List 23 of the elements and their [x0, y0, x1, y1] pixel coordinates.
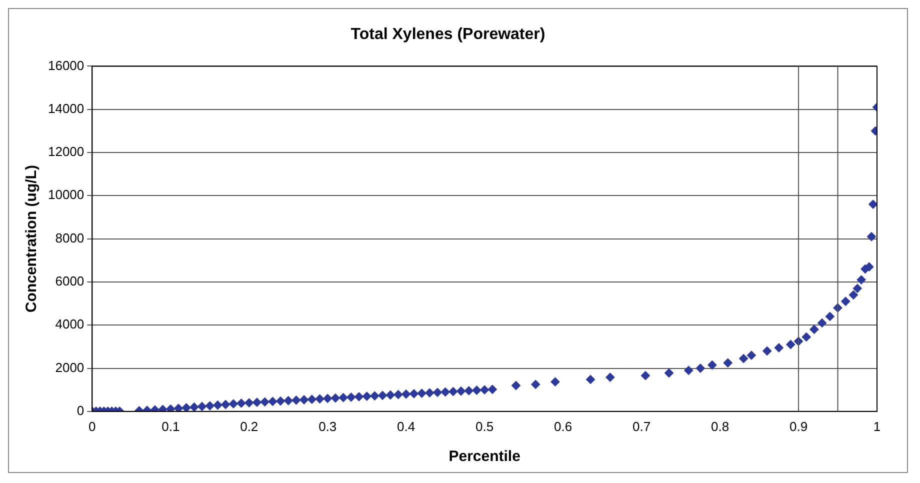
y-tick-label: 8000: [55, 230, 84, 246]
x-tick-label: 0.3: [318, 418, 337, 434]
y-axis-title: Concentration (ug/L): [23, 165, 40, 313]
x-tick-label: 0.8: [710, 418, 730, 434]
y-tick-label: 2000: [55, 360, 84, 375]
y-tick-label: 0: [76, 402, 84, 418]
y-tick-label: 4000: [55, 316, 84, 332]
x-tick-label: 0.9: [789, 418, 808, 434]
x-tick-label: 0.6: [554, 418, 572, 434]
y-tick-label: 6000: [55, 274, 84, 289]
x-tick-label: 0.4: [397, 418, 416, 434]
x-tick-label: 0.5: [476, 418, 494, 434]
x-tick-label: 1: [873, 418, 881, 434]
x-tick-label: 0.2: [240, 418, 258, 434]
chart-title: Total Xylenes (Porewater): [350, 26, 546, 44]
x-tick-label: 0.1: [162, 418, 180, 434]
y-tick-label: 16000: [48, 58, 84, 73]
y-tick-label: 12000: [48, 144, 84, 160]
x-tick-label: 0.7: [632, 418, 651, 434]
y-tick-label: 10000: [48, 187, 84, 202]
x-tick-label: 0: [88, 418, 96, 434]
y-tick-label: 14000: [48, 100, 84, 116]
x-axis-title: Percentile: [448, 448, 520, 466]
